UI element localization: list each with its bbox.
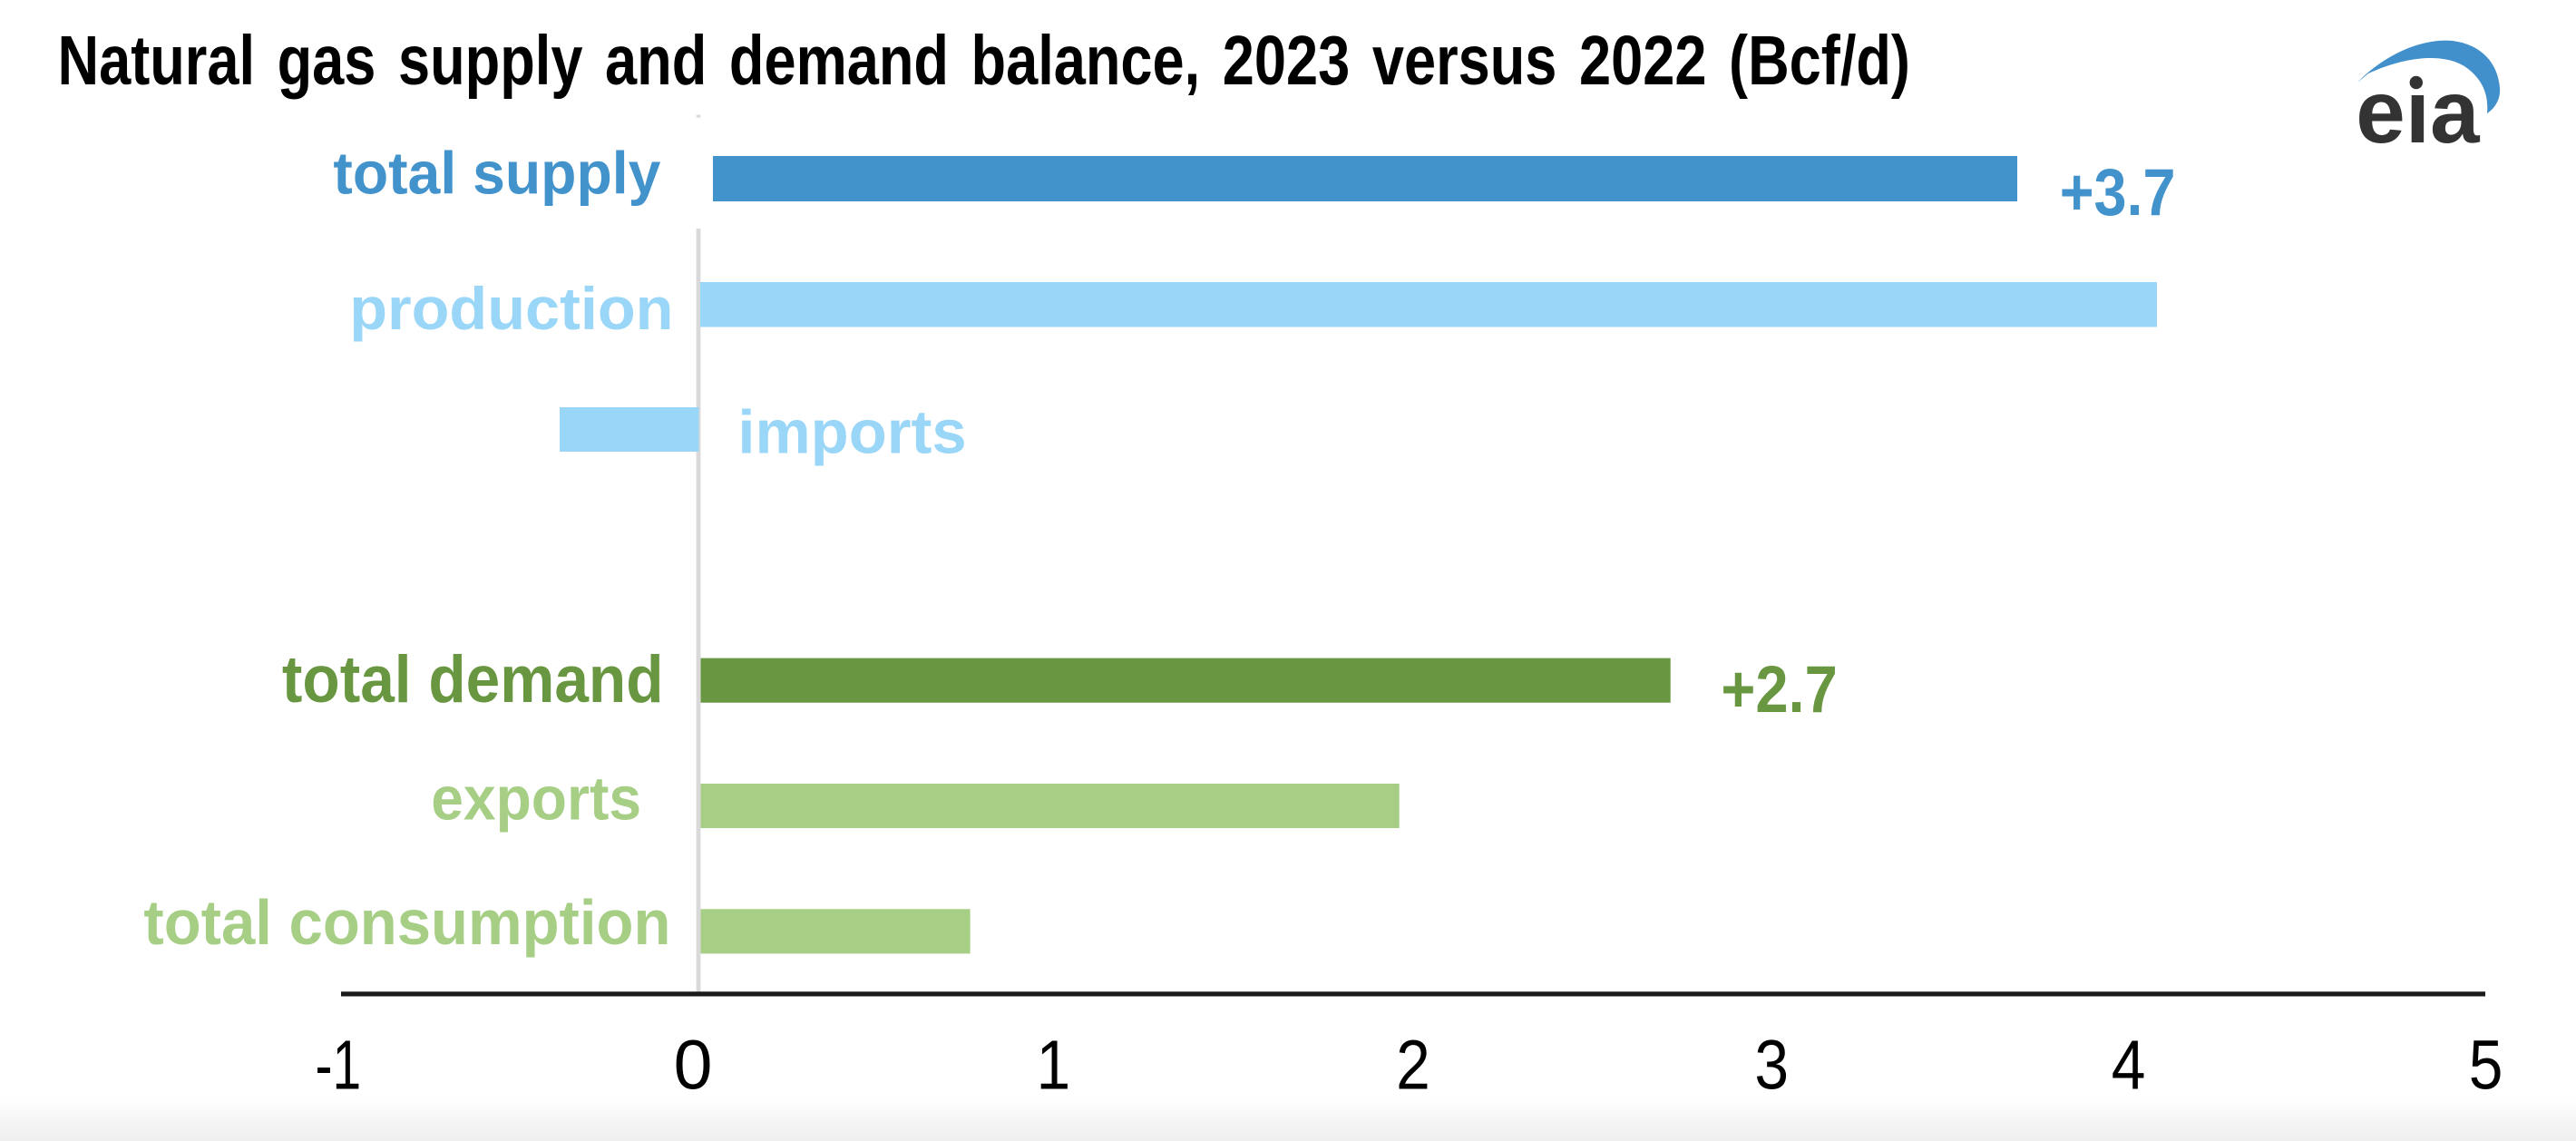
- svg-text:exports: exports: [431, 765, 641, 834]
- svg-text:4: 4: [2112, 1026, 2146, 1104]
- svg-text:total demand: total demand: [282, 641, 664, 716]
- svg-text:+3.7: +3.7: [2060, 156, 2176, 229]
- svg-text:Natural gas supply and demand: Natural gas supply and demand balance, 2…: [58, 21, 1910, 99]
- svg-text:1: 1: [1037, 1026, 1071, 1104]
- svg-text:-1: -1: [315, 1027, 361, 1104]
- svg-text:5: 5: [2469, 1026, 2503, 1104]
- svg-text:total consumption: total consumption: [143, 887, 670, 959]
- svg-text:imports: imports: [737, 398, 966, 467]
- svg-text:total supply: total supply: [333, 140, 660, 207]
- svg-text:0: 0: [674, 1026, 713, 1104]
- svg-text:3: 3: [1754, 1026, 1789, 1104]
- svg-text:production: production: [349, 276, 673, 343]
- svg-text:2: 2: [1396, 1026, 1430, 1104]
- svg-text:+2.7: +2.7: [1721, 651, 1837, 726]
